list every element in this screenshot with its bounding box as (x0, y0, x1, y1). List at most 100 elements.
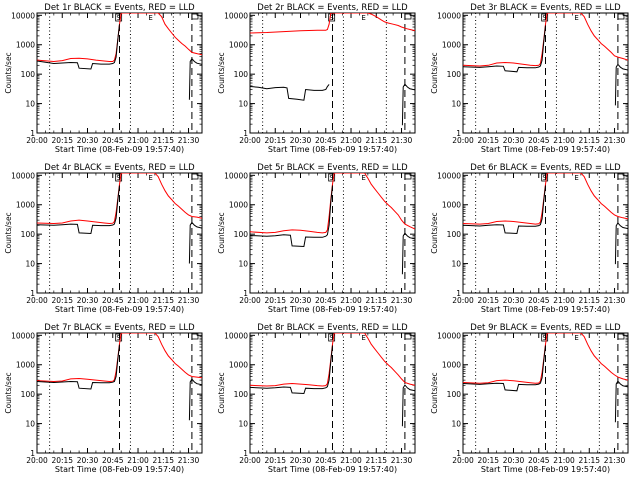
x-tick-label: 20:15 (51, 456, 73, 465)
detector-panel-9: Det 9r BLACK = Events, RED = LLD 1 10 100 10… (430, 323, 629, 474)
series-line-black (250, 345, 333, 395)
y-tick-label: 1 (30, 289, 35, 298)
x-tick-label: 20:00 (26, 136, 48, 145)
x-tick-label: 20:00 (239, 296, 261, 305)
y-tick-label: 10000 (224, 171, 248, 180)
series-line-red (250, 333, 415, 387)
y-tick-label: 10000 (224, 331, 248, 340)
interval-marker-end: E (361, 334, 365, 342)
x-tick-label: 21:15 (578, 456, 600, 465)
x-tick-label: 20:00 (452, 136, 474, 145)
x-tick-label: 21:00 (127, 456, 149, 465)
x-tick-label: 20:00 (26, 296, 48, 305)
interval-marker-start: S (116, 14, 121, 22)
y-tick-label: 1 (30, 129, 35, 138)
x-tick-label: 20:30 (290, 136, 312, 145)
panel-title: Det 3r BLACK = Events, RED = LLD (470, 3, 621, 13)
x-tick-label: 20:45 (315, 456, 337, 465)
corner-box (617, 13, 625, 20)
series-line-black-tail (401, 232, 415, 275)
x-tick-label: 21:00 (553, 136, 575, 145)
x-tick-label: 21:30 (391, 296, 413, 305)
panel-title: Det 7r BLACK = Events, RED = LLD (44, 323, 195, 333)
y-tick-label: 10000 (224, 11, 248, 20)
panel-title: Det 1r BLACK = Events, RED = LLD (44, 3, 195, 13)
x-tick-label: 20:30 (290, 456, 312, 465)
x-axis-label: Start Time (08-Feb-09 19:57:40) (268, 145, 397, 154)
series-line-red (37, 13, 202, 63)
y-tick-label: 1000 (442, 201, 461, 210)
x-tick-label: 21:15 (365, 296, 387, 305)
x-tick-label: 20:15 (264, 456, 286, 465)
x-tick-label: 20:15 (477, 296, 499, 305)
y-tick-label: 100 (447, 390, 462, 399)
corner-box (404, 173, 412, 180)
x-tick-label: 21:30 (178, 456, 200, 465)
y-tick-label: 1 (243, 289, 248, 298)
x-tick-label: 20:30 (290, 296, 312, 305)
series-line-red (250, 13, 415, 34)
series-line-black (463, 25, 546, 73)
marker-box (541, 13, 549, 22)
interval-marker-end: E (361, 14, 365, 22)
y-tick-label: 10000 (437, 11, 461, 20)
interval-marker-start: S (329, 334, 334, 342)
marker-box (328, 333, 336, 342)
series-line-red (37, 173, 202, 225)
series-line-black-tail (188, 57, 202, 100)
x-tick-label: 21:00 (127, 136, 149, 145)
y-tick-label: 1 (456, 289, 461, 298)
interval-marker-start: S (542, 174, 547, 182)
corner-box (191, 333, 199, 340)
corner-box (404, 333, 412, 340)
x-tick-label: 20:15 (51, 296, 73, 305)
marker-box (541, 333, 549, 342)
detector-panel-1: Det 1r BLACK = Events, RED = LLD 1 10 100 10… (4, 3, 203, 154)
marker-box (328, 173, 336, 182)
panel-title: Det 8r BLACK = Events, RED = LLD (257, 323, 408, 333)
y-tick-label: 1 (456, 449, 461, 458)
series-line-black (463, 185, 546, 235)
series-line-red (250, 173, 415, 234)
y-tick-label: 1 (243, 129, 248, 138)
detector-panel-2: Det 2r BLACK = Events, RED = LLD 1 10 100 10… (217, 3, 416, 154)
x-tick-label: 21:30 (604, 456, 626, 465)
x-axis-label: Start Time (08-Feb-09 19:57:40) (481, 305, 610, 314)
x-axis-label: Start Time (08-Feb-09 19:57:40) (55, 465, 184, 474)
y-tick-label: 100 (447, 230, 462, 239)
y-tick-label: 10 (25, 260, 35, 269)
y-tick-label: 1000 (229, 361, 248, 370)
series-line-black-tail (188, 221, 202, 264)
y-tick-label: 10 (238, 260, 248, 269)
interval-marker-end: E (148, 174, 152, 182)
y-tick-label: 100 (21, 390, 36, 399)
x-tick-label: 21:15 (365, 136, 387, 145)
panel-title: Det 6r BLACK = Events, RED = LLD (470, 163, 621, 173)
series-line-red (37, 333, 202, 383)
x-tick-label: 20:45 (102, 456, 124, 465)
detector-panel-4: Det 4r BLACK = Events, RED = LLD 1 10 100 10… (4, 163, 203, 314)
series-line-red (463, 13, 628, 67)
marker-box (115, 13, 123, 22)
y-tick-label: 1000 (16, 361, 35, 370)
x-tick-label: 21:00 (127, 296, 149, 305)
series-line-black-tail (188, 378, 202, 421)
interval-marker-start: S (116, 334, 121, 342)
interval-marker-end: E (574, 174, 578, 182)
series-line-black (37, 185, 120, 235)
y-axis-label: Counts/sec (4, 372, 13, 413)
y-tick-label: 10000 (437, 171, 461, 180)
x-tick-label: 20:00 (452, 296, 474, 305)
x-axis-label: Start Time (08-Feb-09 19:57:40) (55, 305, 184, 314)
series-line-black-tail (401, 83, 415, 126)
x-tick-label: 20:15 (477, 456, 499, 465)
x-axis-label: Start Time (08-Feb-09 19:57:40) (268, 465, 397, 474)
x-tick-label: 20:30 (503, 136, 525, 145)
y-tick-label: 10 (451, 420, 461, 429)
y-tick-label: 100 (21, 70, 36, 79)
interval-marker-start: S (329, 14, 334, 22)
x-tick-label: 20:45 (528, 136, 550, 145)
corner-box (617, 333, 625, 340)
y-tick-label: 10000 (437, 331, 461, 340)
x-tick-label: 21:30 (391, 136, 413, 145)
